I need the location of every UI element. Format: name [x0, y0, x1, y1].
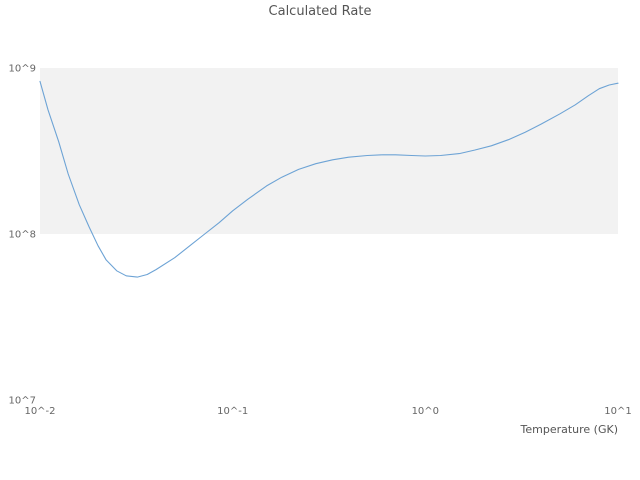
y-tick-label: 10^8 — [9, 230, 36, 241]
y-tick-label: 10^9 — [9, 64, 36, 75]
y-tick-label: 10^7 — [9, 396, 36, 407]
chart-title: Calculated Rate — [268, 4, 372, 19]
x-tick-label: 10^1 — [604, 406, 631, 417]
log-decade-band — [40, 68, 618, 234]
x-tick-label: 10^-1 — [217, 406, 248, 417]
x-axis-label: Temperature (GK) — [520, 423, 619, 436]
x-tick-label: 10^0 — [412, 406, 439, 417]
rate-line-series — [39, 80, 619, 278]
x-tick-label: 10^-2 — [24, 406, 55, 417]
